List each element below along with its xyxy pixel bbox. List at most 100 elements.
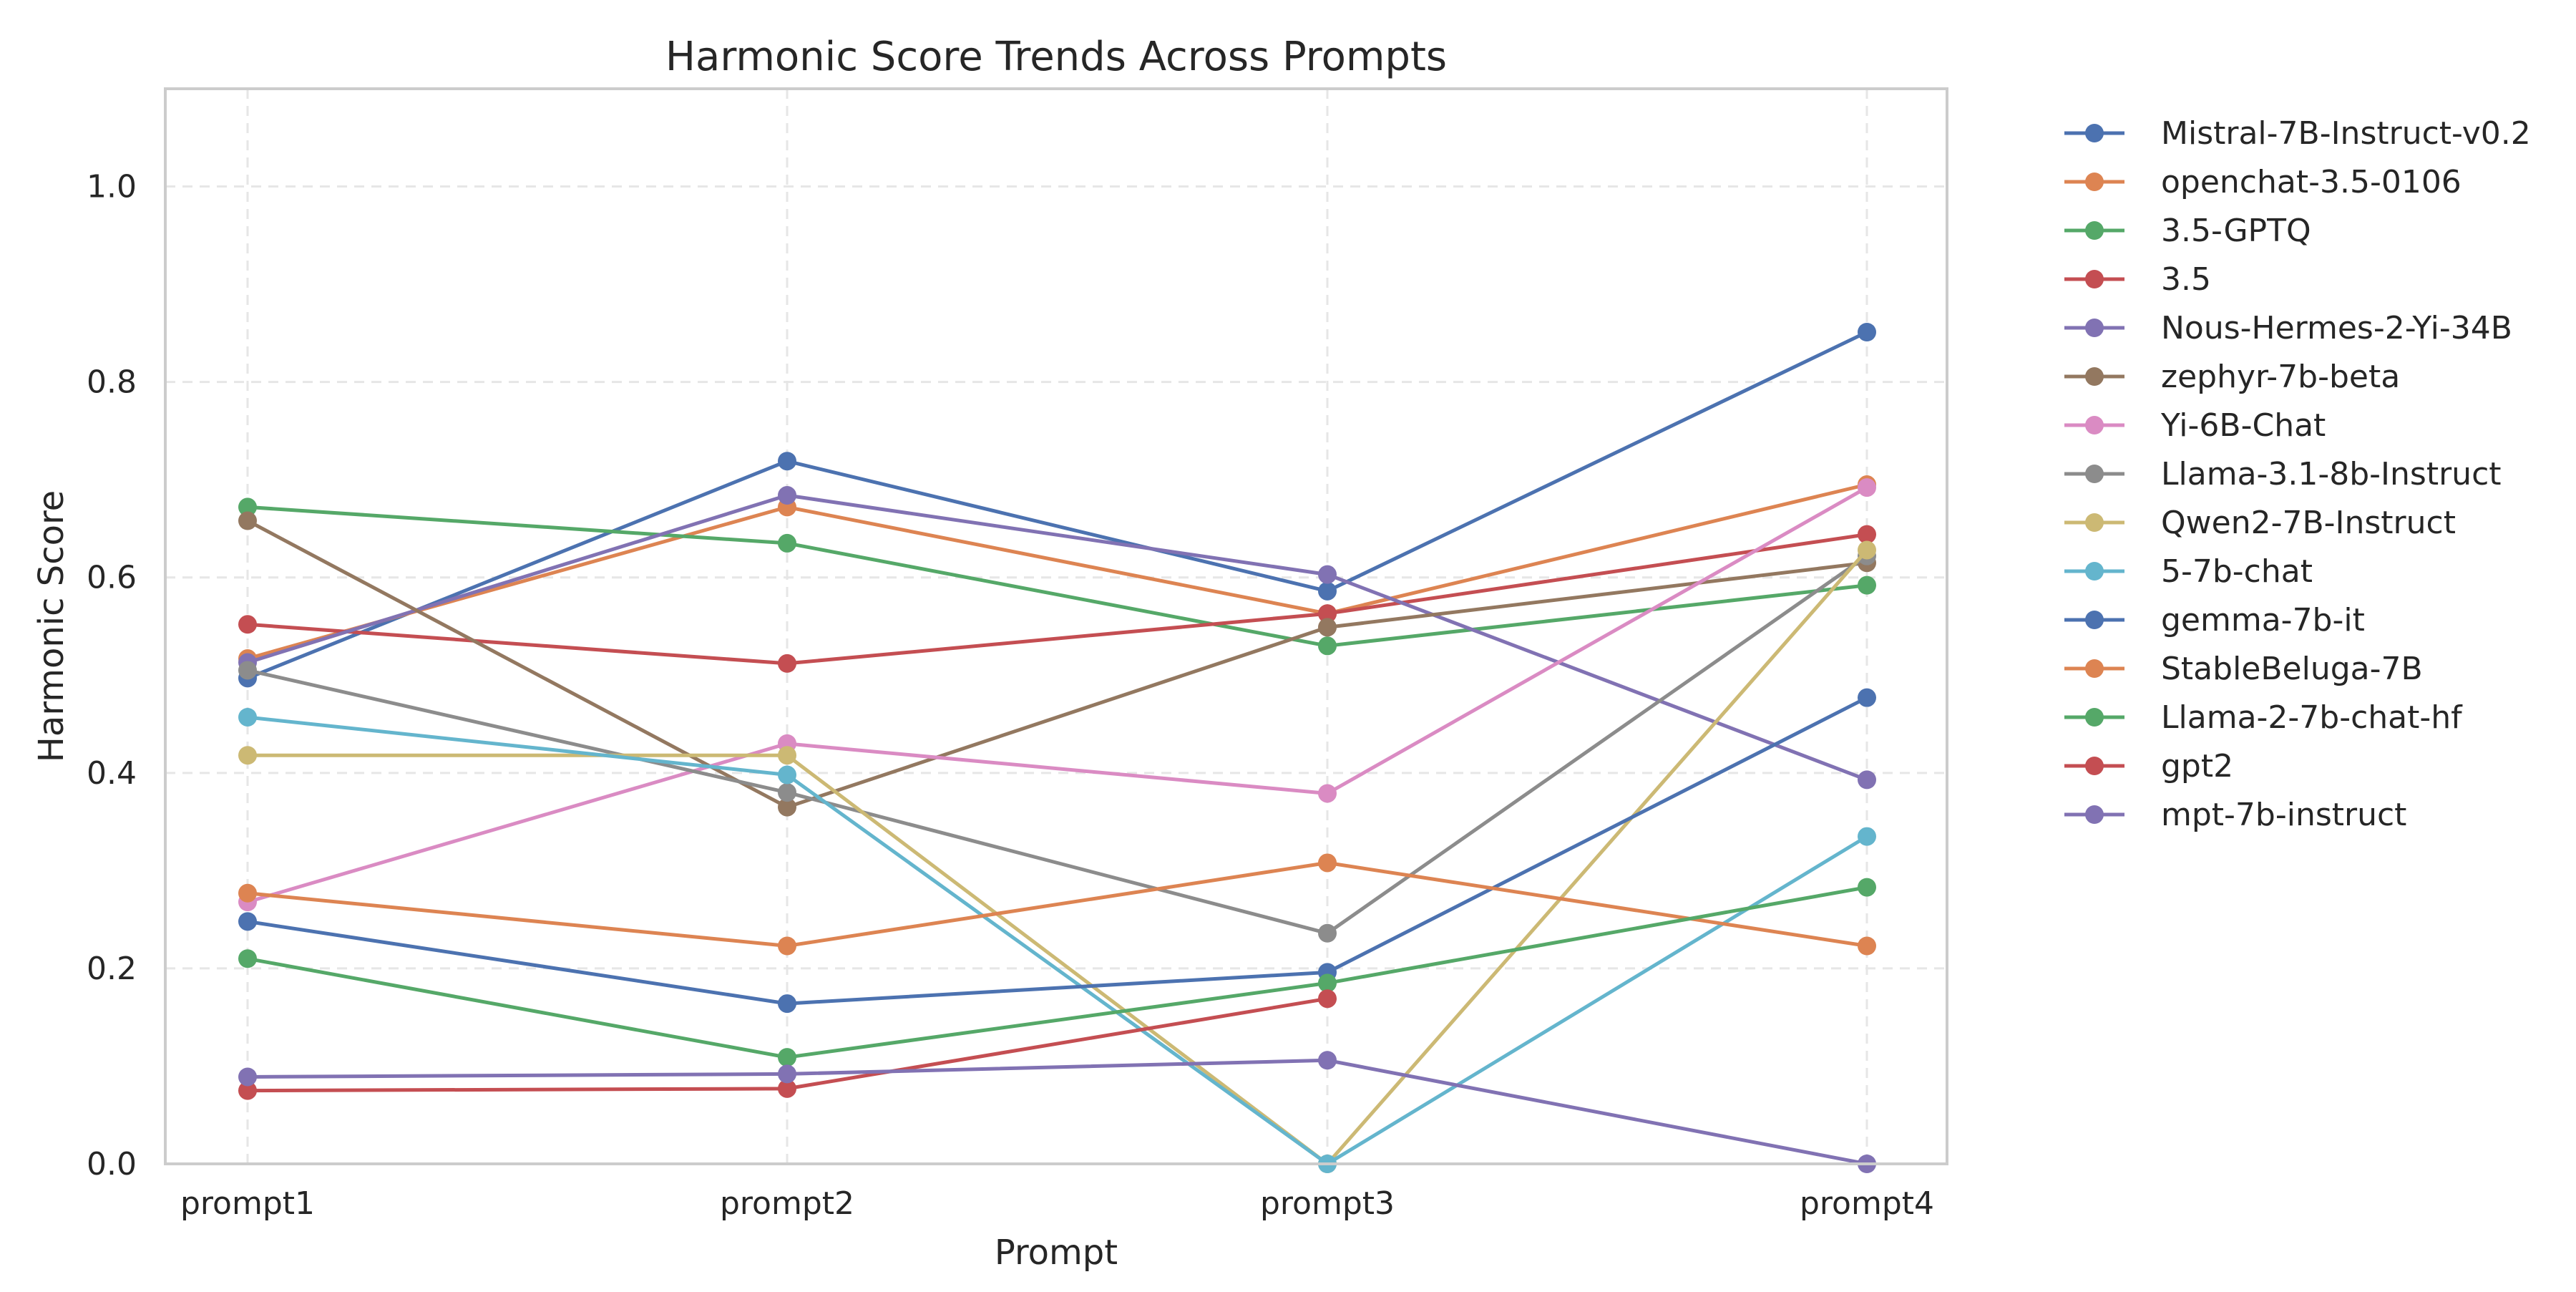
legend-marker bbox=[2085, 270, 2104, 288]
y-tick-label: 1.0 bbox=[87, 169, 137, 205]
legend-marker bbox=[2085, 659, 2104, 678]
data-point bbox=[778, 533, 796, 553]
legend-label: Llama-2-7b-chat-hf bbox=[2161, 699, 2463, 736]
data-point bbox=[238, 707, 257, 727]
legend-marker bbox=[2085, 757, 2104, 775]
series-line bbox=[245, 493, 1869, 782]
legend-item: mpt-7b-instruct bbox=[2064, 797, 2406, 833]
data-point bbox=[1858, 322, 1876, 341]
data-point bbox=[238, 497, 257, 517]
series-line bbox=[245, 715, 1869, 1166]
legend-item: Llama-3.1-8b-Instruct bbox=[2064, 456, 2502, 492]
data-point bbox=[1858, 575, 1876, 595]
data-point bbox=[238, 746, 257, 765]
legend-item: Llama-2-7b-chat-hf bbox=[2064, 699, 2463, 736]
legend-label: 3.5-GPTQ bbox=[2161, 213, 2311, 249]
legend-label: 3.5 bbox=[2161, 261, 2211, 298]
y-tick-label: 0.2 bbox=[87, 951, 137, 987]
data-point bbox=[778, 746, 796, 765]
legend-marker bbox=[2085, 465, 2104, 483]
data-point bbox=[1858, 478, 1876, 497]
legend-marker bbox=[2085, 562, 2104, 581]
chart-title: Harmonic Score Trends Across Prompts bbox=[665, 34, 1447, 80]
legend-item: 3.5 bbox=[2064, 261, 2211, 298]
data-point bbox=[238, 511, 257, 530]
legend-marker bbox=[2085, 124, 2104, 142]
x-tick-label: prompt4 bbox=[1800, 1185, 1934, 1222]
data-point bbox=[778, 452, 796, 471]
legend-marker bbox=[2085, 319, 2104, 337]
legend: Mistral-7B-Instruct-v0.2 openchat-3.5-010… bbox=[2064, 115, 2531, 833]
data-point bbox=[778, 783, 796, 802]
legend-marker bbox=[2085, 221, 2104, 240]
series-line bbox=[245, 330, 1869, 680]
axis-ticks: 0.0 0.2 0.4 0.6 0.8 1.0 prompt1 prompt2 prompt3 p… bbox=[87, 169, 1934, 1222]
legend-label: Yi-6B-Chat bbox=[2160, 407, 2326, 444]
legend-item: Nous-Hermes-2-Yi-34B bbox=[2064, 310, 2512, 346]
data-point bbox=[238, 883, 257, 903]
legend-item: gemma-7b-it bbox=[2064, 602, 2365, 638]
x-tick-label: prompt2 bbox=[720, 1185, 854, 1222]
series-9 bbox=[238, 707, 1876, 1173]
data-point bbox=[778, 765, 796, 785]
legend-marker bbox=[2085, 513, 2104, 532]
series-line bbox=[245, 696, 1869, 1006]
series-12 bbox=[238, 878, 1876, 1067]
data-point bbox=[778, 1079, 796, 1098]
data-point bbox=[1858, 878, 1876, 897]
data-point bbox=[1318, 636, 1337, 656]
data-point bbox=[1318, 973, 1337, 993]
legend-label: Llama-3.1-8b-Instruct bbox=[2161, 456, 2502, 492]
legend-marker bbox=[2085, 367, 2104, 386]
legend-label: gpt2 bbox=[2161, 748, 2233, 785]
series-line bbox=[245, 554, 1869, 936]
data-point bbox=[1858, 525, 1876, 544]
data-point bbox=[1318, 604, 1337, 623]
legend-label: Qwen2-7B-Instruct bbox=[2161, 505, 2456, 541]
x-tick-label: prompt3 bbox=[1260, 1185, 1395, 1222]
data-point bbox=[1318, 1051, 1337, 1070]
data-point bbox=[238, 1067, 257, 1087]
data-point bbox=[778, 797, 796, 817]
x-axis-title: Prompt bbox=[995, 1233, 1118, 1273]
data-point bbox=[1858, 827, 1876, 846]
legend-item: gpt2 bbox=[2064, 748, 2233, 785]
series-line bbox=[245, 1058, 1869, 1166]
data-point bbox=[1318, 923, 1337, 943]
data-point bbox=[778, 654, 796, 673]
legend-item: Mistral-7B-Instruct-v0.2 bbox=[2064, 115, 2531, 152]
legend-item: zephyr-7b-beta bbox=[2064, 359, 2400, 395]
data-point bbox=[778, 486, 796, 505]
y-tick-label: 0.4 bbox=[87, 755, 137, 792]
series-line bbox=[245, 548, 1869, 1166]
data-point bbox=[1858, 688, 1876, 707]
y-axis-title: Harmonic Score bbox=[31, 490, 72, 762]
series-line bbox=[245, 860, 1869, 948]
y-tick-label: 0.6 bbox=[87, 560, 137, 596]
data-point bbox=[778, 1064, 796, 1084]
data-point bbox=[1858, 936, 1876, 956]
data-point bbox=[238, 1081, 257, 1100]
legend-item: 5-7b-chat bbox=[2064, 553, 2313, 590]
data-point bbox=[1318, 853, 1337, 873]
legend-label: zephyr-7b-beta bbox=[2161, 359, 2400, 395]
data-point bbox=[238, 661, 257, 680]
legend-item: Qwen2-7B-Instruct bbox=[2064, 505, 2456, 541]
legend-item: StableBeluga-7B bbox=[2064, 651, 2423, 687]
series-line bbox=[245, 485, 1869, 904]
x-tick-label: prompt1 bbox=[180, 1185, 315, 1222]
y-tick-label: 0.0 bbox=[87, 1146, 137, 1182]
data-point bbox=[778, 994, 796, 1014]
series-line bbox=[245, 505, 1869, 648]
legend-label: openchat-3.5-0106 bbox=[2161, 164, 2462, 200]
legend-label: Nous-Hermes-2-Yi-34B bbox=[2161, 310, 2512, 346]
series-line bbox=[245, 482, 1869, 661]
data-point bbox=[778, 936, 796, 956]
legend-marker bbox=[2085, 708, 2104, 727]
data-point bbox=[1858, 540, 1876, 560]
data-point bbox=[238, 949, 257, 968]
series-2 bbox=[238, 497, 1876, 656]
series-3 bbox=[238, 525, 1876, 673]
